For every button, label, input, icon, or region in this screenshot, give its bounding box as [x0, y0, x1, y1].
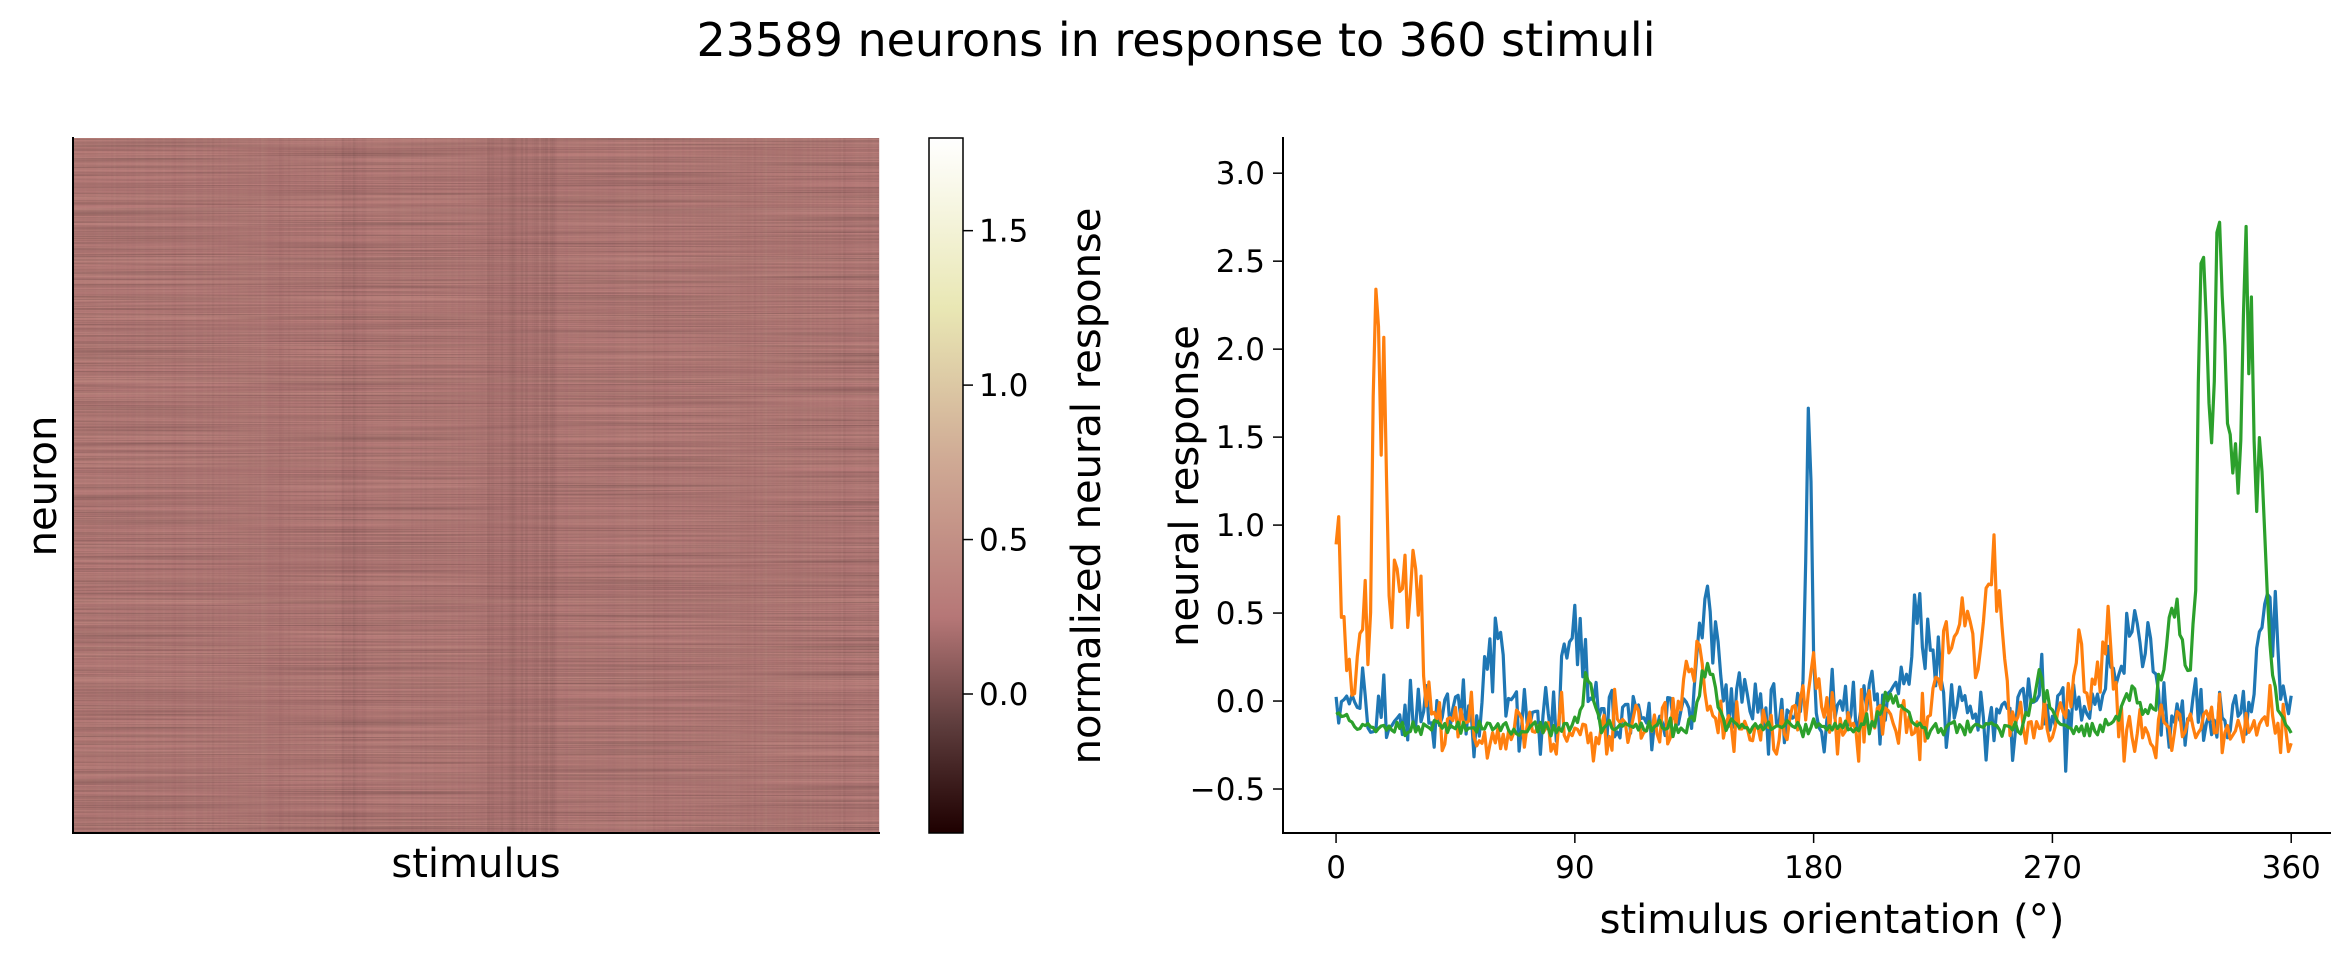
line-chart-x-ticks: 0 90 180 270 360 [1326, 833, 2321, 886]
heatmap-y-axis-label: neuron [20, 416, 66, 557]
y-tick-label: 0.5 [1216, 596, 1265, 632]
line-series-2 [1334, 287, 2293, 763]
x-tick-label: 360 [2262, 850, 2321, 886]
heatmap-texture [73, 138, 879, 833]
y-tick-label: −0.5 [1190, 772, 1265, 808]
colorbar-tick-label: 1.0 [979, 368, 1028, 404]
x-tick-label: 90 [1555, 850, 1594, 886]
line-chart-x-axis-label: stimulus orientation (°) [1600, 897, 2065, 943]
line-series-3 [1335, 220, 2293, 740]
y-tick-label: 0.0 [1216, 684, 1265, 720]
figure-title: 23589 neurons in response to 360 stimuli [697, 13, 1656, 67]
colorbar-tick-label: 1.5 [979, 214, 1028, 250]
x-tick-label: 270 [2023, 850, 2082, 886]
x-tick-label: 180 [1784, 850, 1843, 886]
colorbar-label: normalized neural response [1064, 208, 1110, 765]
colorbar-ticks: 0.0 0.5 1.0 1.5 [963, 214, 1028, 713]
y-tick-label: 1.0 [1216, 508, 1265, 544]
y-tick-label: 2.5 [1216, 244, 1265, 280]
colorbar-tick-label: 0.0 [979, 677, 1028, 713]
line-chart-panel: 0 90 180 270 360 −0.5 0.0 0.5 1.0 1.5 2.0 2.5 3.0 s… [1162, 137, 2331, 943]
colorbar-gradient [928, 137, 964, 834]
line-series-1 [1334, 406, 2293, 773]
colorbar-tick-label: 0.5 [979, 523, 1028, 559]
y-tick-label: 2.0 [1216, 332, 1265, 368]
colorbar: 0.0 0.5 1.0 1.5 normalized neural response [928, 137, 1110, 834]
y-tick-label: 1.5 [1216, 420, 1265, 456]
x-tick-label: 0 [1326, 850, 1346, 886]
heatmap-x-axis-label: stimulus [391, 841, 560, 887]
line-chart-y-ticks: −0.5 0.0 0.5 1.0 1.5 2.0 2.5 3.0 [1190, 156, 1283, 808]
line-series-group [1334, 220, 2293, 773]
line-chart-y-axis-label: neural response [1162, 325, 1208, 647]
heatmap-panel: stimulus neuron [20, 137, 880, 887]
y-tick-label: 3.0 [1216, 156, 1265, 192]
